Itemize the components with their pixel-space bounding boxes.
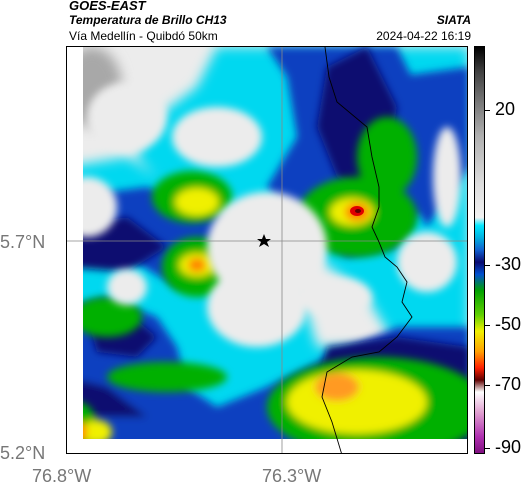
- longitude-label-76.3: 76.3°W: [262, 466, 322, 486]
- boundary-line: [321, 47, 413, 453]
- region-title: Vía Medellín - Quibdó 50km: [69, 29, 218, 43]
- colorbar-label-20: 20: [495, 99, 516, 119]
- colorbar: [474, 46, 485, 454]
- latitude-label-5.2: 5.2°N: [0, 443, 46, 463]
- colorbar-tick-m30: [485, 265, 490, 266]
- satellite-map[interactable]: [66, 46, 468, 454]
- colorbar-tick-m90: [485, 448, 490, 449]
- colorbar-tick-m50: [485, 325, 490, 326]
- colorbar-tick-m70: [485, 385, 490, 386]
- colorbar-tick-20: [485, 110, 490, 111]
- satellite-title: GOES-EAST: [69, 0, 146, 13]
- colorbar-label-m30: -30: [495, 254, 522, 274]
- no-data-left: [67, 47, 83, 453]
- colorbar-label-m70: -70: [495, 374, 522, 394]
- colorbar-label-m50: -50: [495, 314, 522, 334]
- colorbar-label-m90: -90: [495, 437, 522, 457]
- timestamp-label: 2024-04-22 16:19: [376, 29, 471, 43]
- star-icon: [257, 234, 271, 247]
- longitude-label-76.8: 76.8°W: [32, 466, 92, 486]
- no-data-strip: [67, 439, 467, 453]
- brightness-temperature-field: [67, 47, 467, 453]
- convective-core-darkred: [355, 209, 361, 213]
- latitude-label-5.7: 5.7°N: [0, 232, 46, 252]
- organization-label: SIATA: [436, 13, 471, 27]
- cold-cloud-tops: [67, 117, 467, 453]
- product-title: Temperatura de Brillo CH13: [69, 13, 227, 27]
